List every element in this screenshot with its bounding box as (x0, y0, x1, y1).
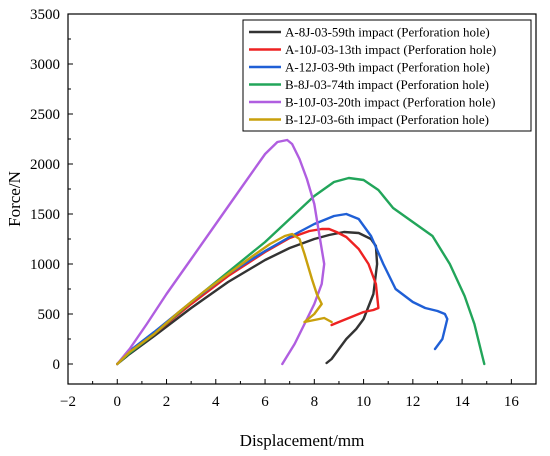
x-tick-label: 8 (311, 394, 319, 410)
x-tick-label: 12 (405, 394, 420, 410)
legend-label-4: B-8J-03-74th impact (Perforation hole) (285, 77, 489, 92)
x-tick-label: −2 (60, 394, 76, 410)
y-tick-label: 1500 (30, 207, 60, 223)
y-tick-label: 3000 (30, 57, 60, 73)
x-tick-label: 14 (455, 394, 471, 410)
x-tick-label: 10 (356, 394, 371, 410)
legend-label-6: B-12J-03-6th impact (Perforation hole) (285, 112, 489, 127)
y-tick-label: 2500 (30, 107, 60, 123)
y-tick-label: 2000 (30, 157, 60, 173)
series-layer (116, 138, 486, 366)
y-axis-title: Force/N (5, 171, 24, 227)
x-tick-label: 0 (114, 394, 122, 410)
legend-label-5: B-10J-03-20th impact (Perforation hole) (285, 95, 495, 110)
axes-layer: −2 0 2 4 6 8 10 12 14 16 0 500 1000 1500 2000 2500 3000 3… (30, 7, 537, 410)
series-line-2 (116, 227, 380, 366)
x-axis-title: Displacement/mm (240, 431, 365, 450)
legend: A-8J-03-59th impact (Perforation hole) A-… (242, 19, 532, 132)
x-tick-label: 2 (163, 394, 171, 410)
legend-label-3: A-12J-03-9th impact (Perforation hole) (285, 60, 490, 75)
series-line-6 (116, 232, 333, 366)
legend-box (242, 19, 532, 132)
legend-label-1: A-8J-03-59th impact (Perforation hole) (285, 25, 490, 40)
y-tick-label: 0 (53, 357, 61, 373)
axes-frame (67, 13, 537, 385)
y-tick-label: 500 (38, 307, 61, 323)
series-line-1 (116, 230, 379, 366)
y-tick-label: 3500 (30, 7, 60, 23)
series-line-5 (116, 138, 326, 366)
x-tick-label: 4 (212, 394, 220, 410)
x-tick-label: 16 (504, 394, 520, 410)
legend-label-2: A-10J-03-13th impact (Perforation hole) (285, 42, 496, 57)
x-tick-label: 6 (261, 394, 269, 410)
y-tick-label: 1000 (30, 257, 60, 273)
